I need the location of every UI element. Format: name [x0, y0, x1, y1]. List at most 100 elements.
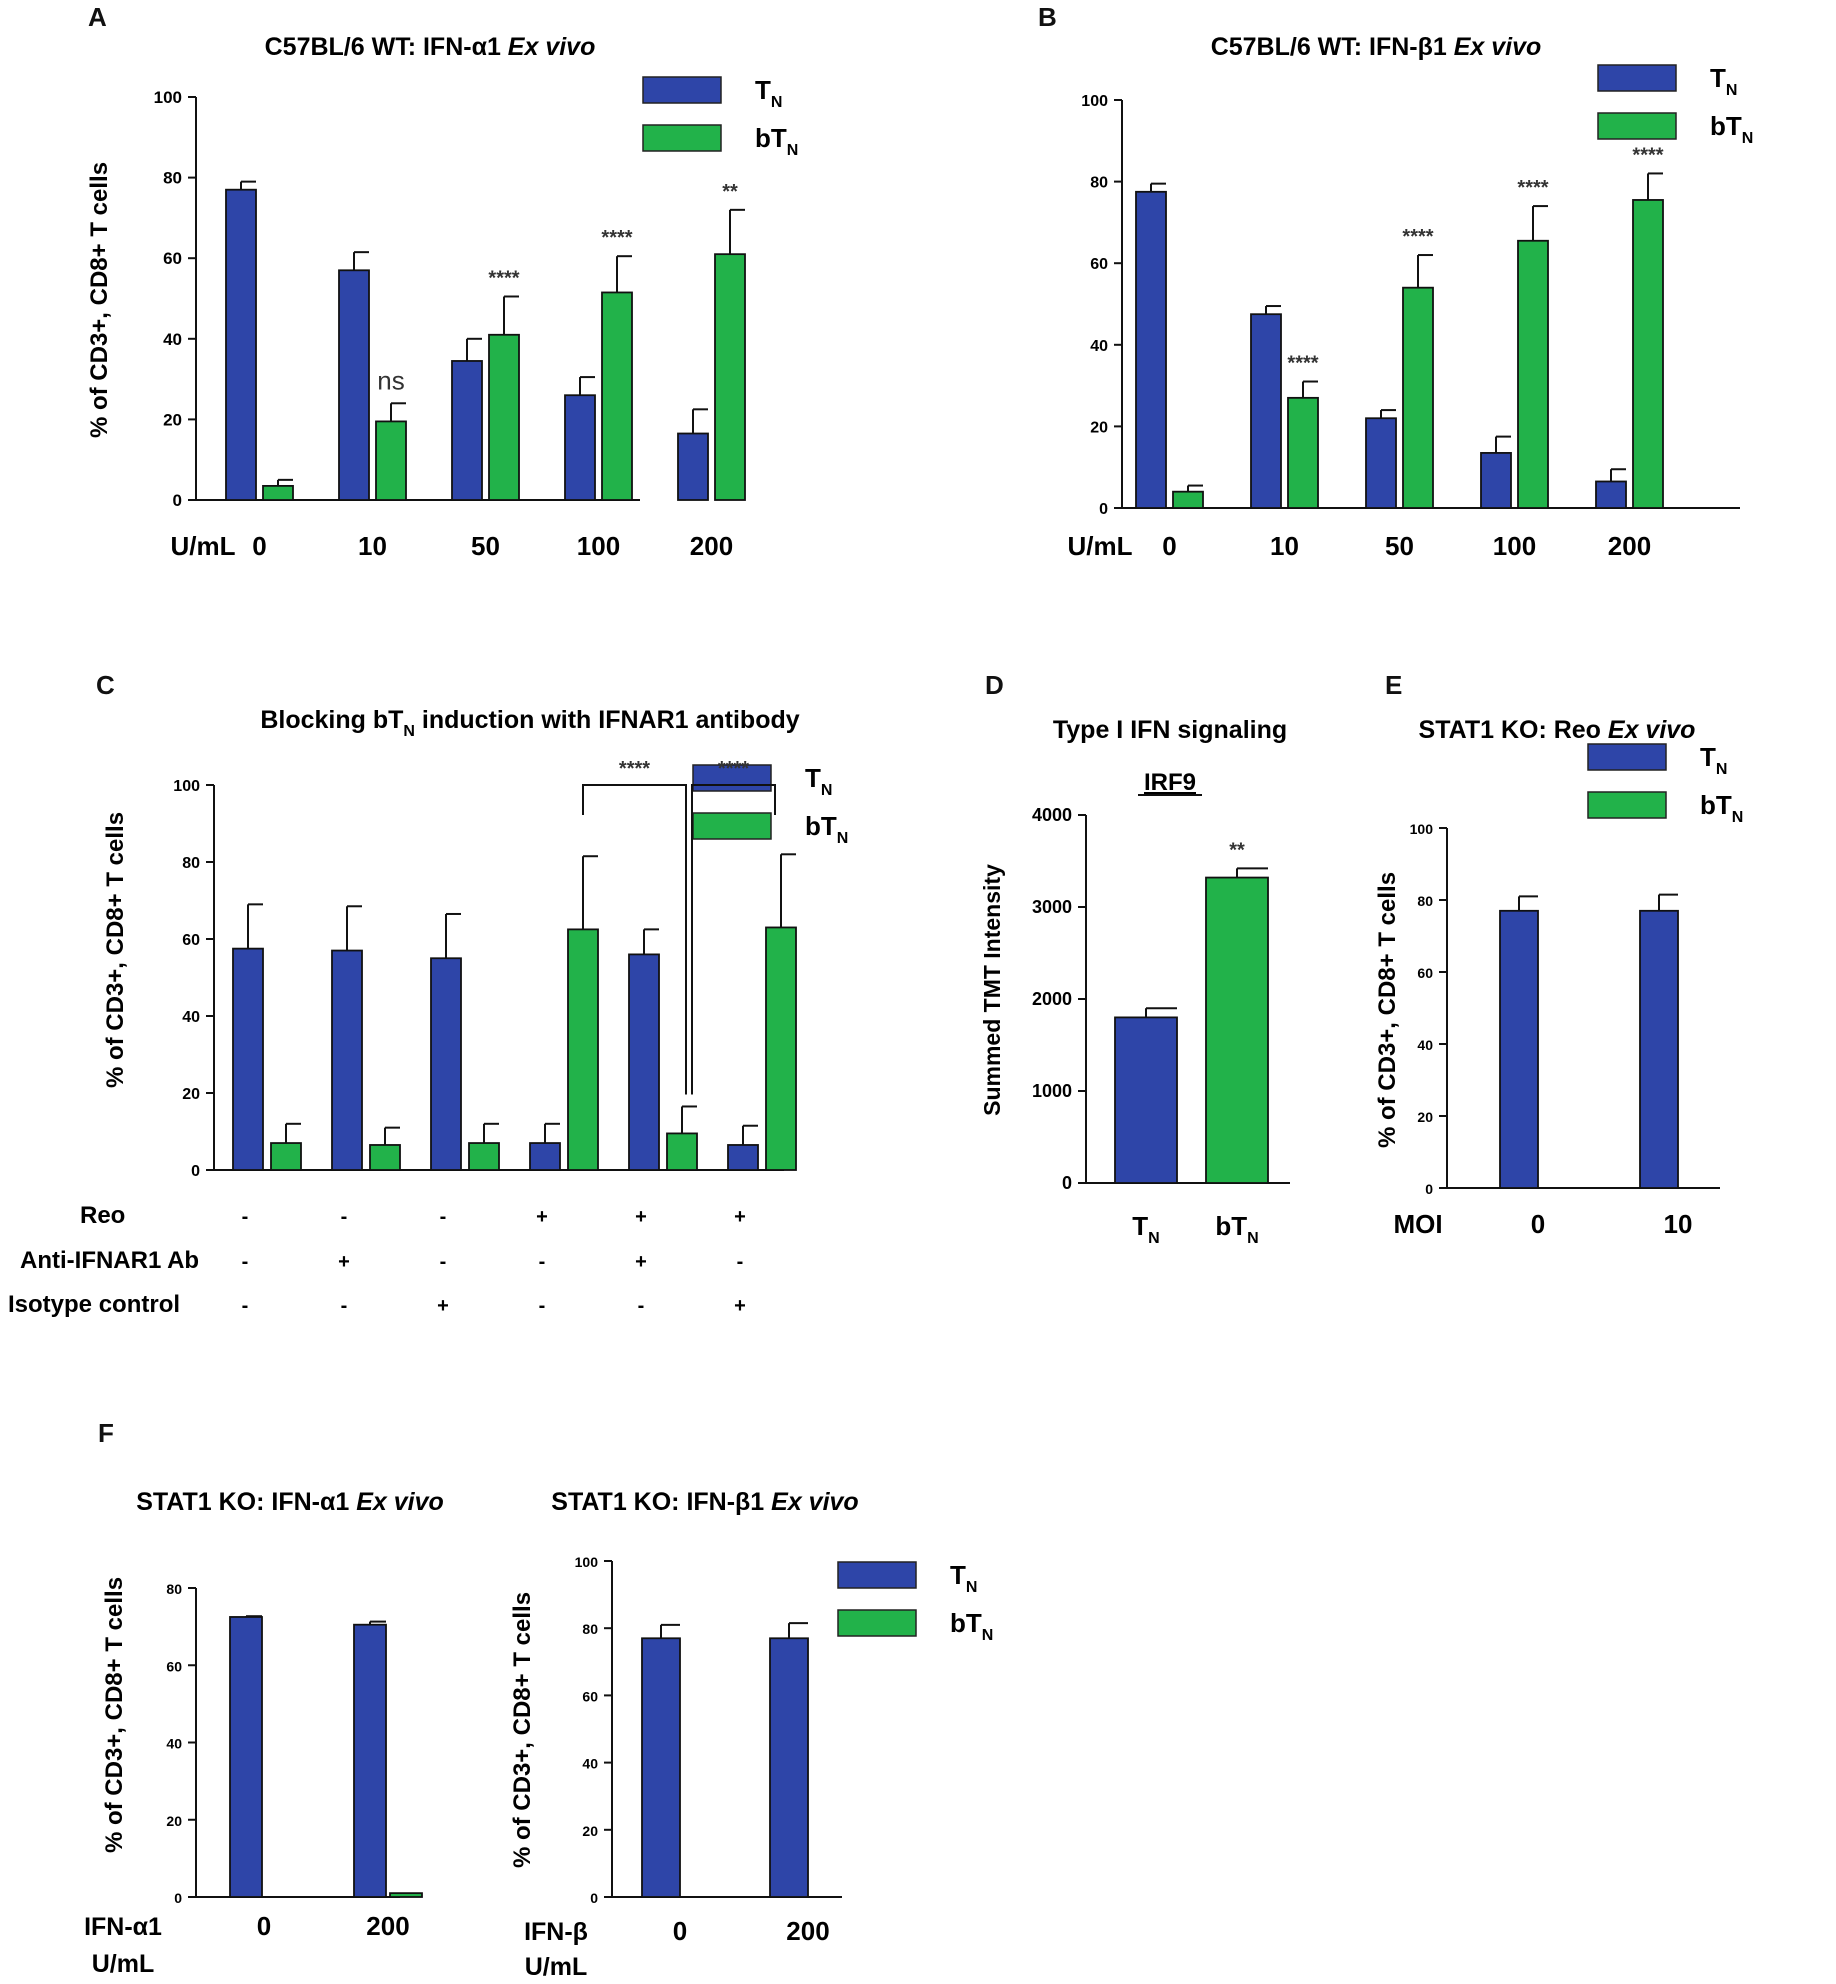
e-tn-bar — [1499, 909, 1539, 1189]
c-condition-value: - — [539, 1251, 546, 1273]
e-y-tick-label: 0 — [1425, 1181, 1433, 1197]
d-y-tick-label: 3000 — [1032, 897, 1072, 917]
c-btn-bar — [765, 926, 797, 1171]
b-tn-bar — [1250, 313, 1282, 509]
c-btn-bar — [468, 1142, 500, 1171]
a-tn-bar — [225, 188, 257, 501]
c-tn-bar — [331, 949, 363, 1171]
a-significance-label: **** — [488, 267, 519, 289]
a-legend-label-tn: TN — [755, 75, 782, 111]
e-title: STAT1 KO: Reo Ex vivo — [1419, 716, 1696, 744]
c-legend-label-btn: bTN — [805, 811, 848, 847]
f2-legend-label-tn: TN — [950, 1560, 977, 1596]
b-tn-bar — [1480, 452, 1512, 509]
e-legend-swatch-tn — [1587, 743, 1667, 771]
c-tn-bar — [727, 1144, 759, 1171]
e-x-tick-label: 0 — [1531, 1209, 1545, 1239]
a-legend-label-btn: bTN — [755, 123, 798, 159]
f1-y-tick-label: 40 — [166, 1736, 182, 1752]
a-significance-label: **** — [601, 227, 632, 249]
b-x-axis-label: U/mL — [1068, 531, 1133, 561]
c-condition-value: - — [242, 1206, 249, 1228]
a-x-tick-label: 100 — [577, 531, 620, 561]
panel-label-d: D — [985, 670, 1004, 700]
c-condition-value: - — [737, 1251, 744, 1273]
f1-y-tick-label: 20 — [166, 1813, 182, 1829]
b-x-tick-label: 50 — [1385, 531, 1414, 561]
a-legend-swatch-tn — [642, 76, 722, 104]
a-y-tick-label: 60 — [163, 249, 182, 268]
f1-title: STAT1 KO: IFN-α1 Ex vivo — [136, 1488, 444, 1516]
f2-y-tick-label: 80 — [582, 1621, 598, 1637]
a-btn-bar — [488, 333, 520, 501]
c-condition-value: + — [734, 1295, 746, 1317]
panel-label-a: A — [88, 2, 107, 32]
c-condition-value: - — [242, 1295, 249, 1317]
d-y-tick-label: 2000 — [1032, 989, 1072, 1009]
b-significance-label: **** — [1402, 226, 1433, 248]
d-title: Type I IFN signaling — [1053, 716, 1287, 744]
c-y-tick-label: 60 — [182, 932, 200, 949]
d-y-axis-label: Summed TMT Intensity — [979, 864, 1005, 1116]
c-condition-value: - — [539, 1295, 546, 1317]
c-btn-bar — [369, 1144, 401, 1171]
panel-label-e: E — [1385, 670, 1403, 700]
c-comparison-bracket — [582, 784, 687, 1095]
c-condition-value: - — [638, 1295, 645, 1317]
a-x-tick-label: 200 — [690, 531, 733, 561]
c-condition-value: + — [635, 1206, 647, 1228]
f2-tn-bar — [641, 1637, 681, 1898]
e-y-tick-label: 60 — [1417, 965, 1433, 981]
c-title: Blocking bTN induction with IFNAR1 antib… — [260, 706, 799, 740]
b-x-tick-label: 200 — [1608, 531, 1651, 561]
b-significance-label: **** — [1632, 144, 1663, 166]
a-y-tick-label: 40 — [163, 330, 182, 349]
c-y-axis-label: % of CD3+, CD8+ T cells — [102, 812, 129, 1088]
c-y-tick-label: 80 — [182, 855, 200, 872]
b-legend-swatch-tn — [1597, 64, 1677, 92]
e-y-tick-label: 80 — [1417, 893, 1433, 909]
e-x-tick-label: 10 — [1664, 1209, 1693, 1239]
c-condition-label: Anti-IFNAR1 Ab — [20, 1247, 199, 1274]
c-condition-label: Reo — [80, 1202, 125, 1229]
d-subtitle: IRF9 — [1144, 769, 1196, 796]
f2-x-axis-label: IFN-β — [524, 1918, 588, 1946]
f1-btn-bar — [389, 1892, 423, 1898]
e-y-tick-label: 40 — [1417, 1037, 1433, 1053]
f1-x-axis-unit: U/mL — [92, 1950, 155, 1978]
c-comparison-bracket — [691, 784, 776, 1095]
f1-x-tick-label: 200 — [366, 1911, 409, 1941]
c-condition-value: + — [338, 1251, 350, 1273]
b-x-tick-label: 0 — [1162, 531, 1176, 561]
b-y-tick-label: 0 — [1099, 501, 1108, 518]
e-y-tick-label: 20 — [1417, 1109, 1433, 1125]
f2-x-tick-label: 200 — [786, 1916, 829, 1946]
b-legend-swatch-btn — [1597, 112, 1677, 140]
f1-y-tick-label: 60 — [166, 1658, 182, 1674]
f1-tn-bar — [229, 1616, 263, 1898]
a-y-tick-label: 20 — [163, 410, 182, 429]
c-condition-value: + — [536, 1206, 548, 1228]
f2-legend-label-btn: bTN — [950, 1608, 993, 1644]
c-tn-bar — [529, 1142, 561, 1171]
c-y-tick-label: 0 — [191, 1163, 200, 1180]
a-btn-bar — [375, 420, 407, 501]
b-tn-bar — [1365, 417, 1397, 509]
a-x-tick-label: 0 — [252, 531, 266, 561]
f2-x-axis-unit: U/mL — [525, 1953, 588, 1981]
a-x-axis-label: U/mL — [171, 531, 236, 561]
c-condition-value: + — [437, 1295, 449, 1317]
e-y-tick-label: 100 — [1410, 821, 1434, 837]
f1-y-tick-label: 0 — [174, 1890, 182, 1906]
d-y-tick-label: 4000 — [1032, 805, 1072, 825]
d-significance-label: ** — [1229, 839, 1245, 861]
c-y-tick-label: 40 — [182, 1009, 200, 1026]
b-y-tick-label: 60 — [1090, 256, 1108, 273]
c-legend-swatch-btn — [692, 812, 772, 840]
panel-label-f: F — [98, 1418, 114, 1448]
a-x-tick-label: 50 — [471, 531, 500, 561]
b-legend-label-tn: TN — [1710, 63, 1737, 99]
c-condition-value: + — [734, 1206, 746, 1228]
b-significance-label: **** — [1517, 177, 1548, 199]
a-legend-swatch-btn — [642, 124, 722, 152]
